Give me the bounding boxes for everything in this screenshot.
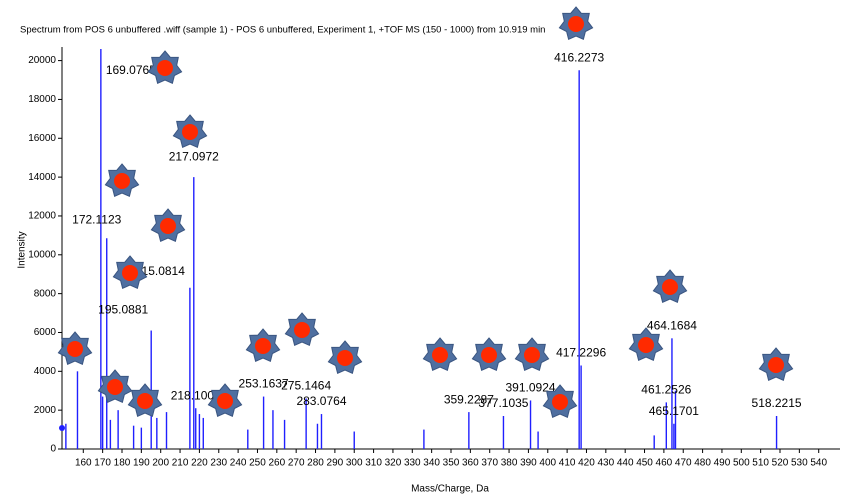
x-tick-label: 230	[210, 458, 227, 469]
peak-label: 377.1035	[478, 396, 528, 410]
x-tick-label: 450	[636, 458, 653, 469]
star-center	[337, 350, 353, 366]
star-center	[432, 347, 448, 363]
x-tick-label: 510	[752, 458, 769, 469]
x-tick-label: 520	[772, 458, 789, 469]
star-center	[157, 60, 173, 76]
x-tick-label: 530	[791, 458, 808, 469]
x-tick-label: 180	[114, 458, 131, 469]
star-center	[67, 341, 83, 357]
x-tick-label: 320	[385, 458, 402, 469]
peak-label: 169.0765	[106, 63, 156, 77]
peak-label: 518.2215	[752, 396, 802, 410]
star-center	[524, 347, 540, 363]
x-axis-label: Mass/Charge, Da	[411, 484, 489, 495]
star-center	[568, 16, 584, 32]
x-tick-label: 460	[656, 458, 673, 469]
peak-label: 283.0764	[296, 394, 346, 408]
star-center	[114, 173, 130, 189]
x-tick-label: 260	[268, 458, 285, 469]
x-tick-label: 440	[617, 458, 634, 469]
x-tick-label: 280	[307, 458, 324, 469]
x-tick-label: 500	[733, 458, 750, 469]
star-center	[255, 338, 271, 354]
x-tick-label: 170	[94, 458, 111, 469]
peak-label: 359.2287	[444, 392, 494, 406]
x-tick-label: 210	[172, 458, 189, 469]
star-center	[182, 124, 198, 140]
y-tick-label: 4000	[34, 366, 57, 377]
x-tick-label: 310	[365, 458, 382, 469]
star-center	[217, 393, 233, 409]
y-tick-label: 14000	[28, 172, 56, 183]
x-tick-label: 270	[288, 458, 305, 469]
y-tick-label: 20000	[28, 55, 56, 66]
peak-label: 391.0924	[505, 381, 555, 395]
star-center	[107, 379, 123, 395]
x-tick-label: 380	[501, 458, 518, 469]
axis-marker	[59, 425, 65, 431]
y-tick-label: 10000	[28, 249, 56, 260]
x-tick-label: 160	[75, 458, 92, 469]
x-tick-label: 300	[346, 458, 363, 469]
peak-label: 275.1464	[281, 379, 331, 393]
star-center	[768, 357, 784, 373]
x-tick-label: 200	[152, 458, 169, 469]
star-center	[481, 347, 497, 363]
peak-label: 215.0814	[135, 264, 185, 278]
peak-label: 195.0881	[98, 303, 148, 317]
y-tick-label: 12000	[28, 211, 56, 222]
peak-label: 217.0972	[169, 149, 219, 163]
x-tick-label: 330	[404, 458, 421, 469]
star-center	[122, 265, 138, 281]
x-tick-label: 390	[520, 458, 537, 469]
peak-label: 465.1701	[649, 404, 699, 418]
chart-title: Spectrum from POS 6 unbuffered .wiff (sa…	[20, 25, 545, 36]
x-tick-label: 290	[327, 458, 344, 469]
y-tick-label: 6000	[34, 327, 57, 338]
x-tick-label: 220	[191, 458, 208, 469]
x-tick-label: 250	[249, 458, 266, 469]
peak-label: 253.1637	[239, 377, 289, 391]
star-center	[662, 279, 678, 295]
star-center	[294, 322, 310, 338]
x-tick-label: 350	[443, 458, 460, 469]
x-tick-label: 400	[539, 458, 556, 469]
y-tick-label: 16000	[28, 133, 56, 144]
y-tick-label: 2000	[34, 405, 57, 416]
x-tick-label: 420	[578, 458, 595, 469]
peak-label: 417.2296	[556, 346, 606, 360]
peak-label: 172.1123	[72, 212, 121, 226]
star-center	[552, 394, 568, 410]
x-tick-label: 410	[559, 458, 576, 469]
x-tick-label: 540	[810, 458, 827, 469]
x-tick-label: 360	[462, 458, 479, 469]
star-center	[137, 393, 153, 409]
x-tick-label: 190	[133, 458, 150, 469]
peak-label: 416.2273	[554, 50, 604, 64]
y-axis-label: Intensity	[17, 231, 28, 268]
star-center	[638, 337, 654, 353]
y-tick-label: 0	[50, 444, 56, 455]
x-tick-label: 240	[230, 458, 247, 469]
x-tick-label: 470	[675, 458, 692, 469]
y-tick-label: 18000	[28, 94, 56, 105]
x-tick-label: 490	[714, 458, 731, 469]
peak-label: 218.1007	[171, 388, 221, 402]
x-tick-label: 430	[597, 458, 614, 469]
x-tick-label: 480	[694, 458, 711, 469]
x-tick-label: 370	[481, 458, 498, 469]
y-tick-label: 8000	[34, 288, 57, 299]
peak-label: 461.2526	[641, 383, 691, 397]
peak-label: 464.1684	[647, 318, 697, 332]
star-center	[160, 218, 176, 234]
x-tick-label: 340	[423, 458, 440, 469]
